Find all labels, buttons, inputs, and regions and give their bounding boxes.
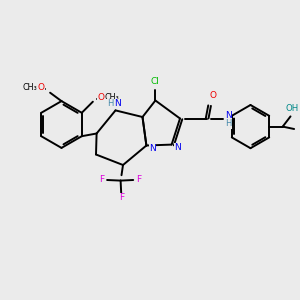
Text: N: N bbox=[115, 99, 121, 108]
Text: H: H bbox=[225, 119, 231, 128]
Text: O: O bbox=[209, 91, 216, 100]
Text: F: F bbox=[118, 194, 124, 202]
Text: H: H bbox=[107, 99, 113, 108]
Text: N: N bbox=[149, 144, 156, 153]
Text: F: F bbox=[99, 176, 105, 184]
Text: O: O bbox=[38, 83, 45, 92]
Text: F: F bbox=[136, 176, 141, 184]
Text: N: N bbox=[174, 143, 181, 152]
Text: Cl: Cl bbox=[151, 77, 160, 86]
Text: O: O bbox=[98, 93, 104, 102]
Text: OH: OH bbox=[285, 104, 298, 113]
Text: CH₃: CH₃ bbox=[105, 93, 120, 102]
Text: CH₃: CH₃ bbox=[22, 83, 37, 92]
Text: N: N bbox=[225, 111, 231, 120]
